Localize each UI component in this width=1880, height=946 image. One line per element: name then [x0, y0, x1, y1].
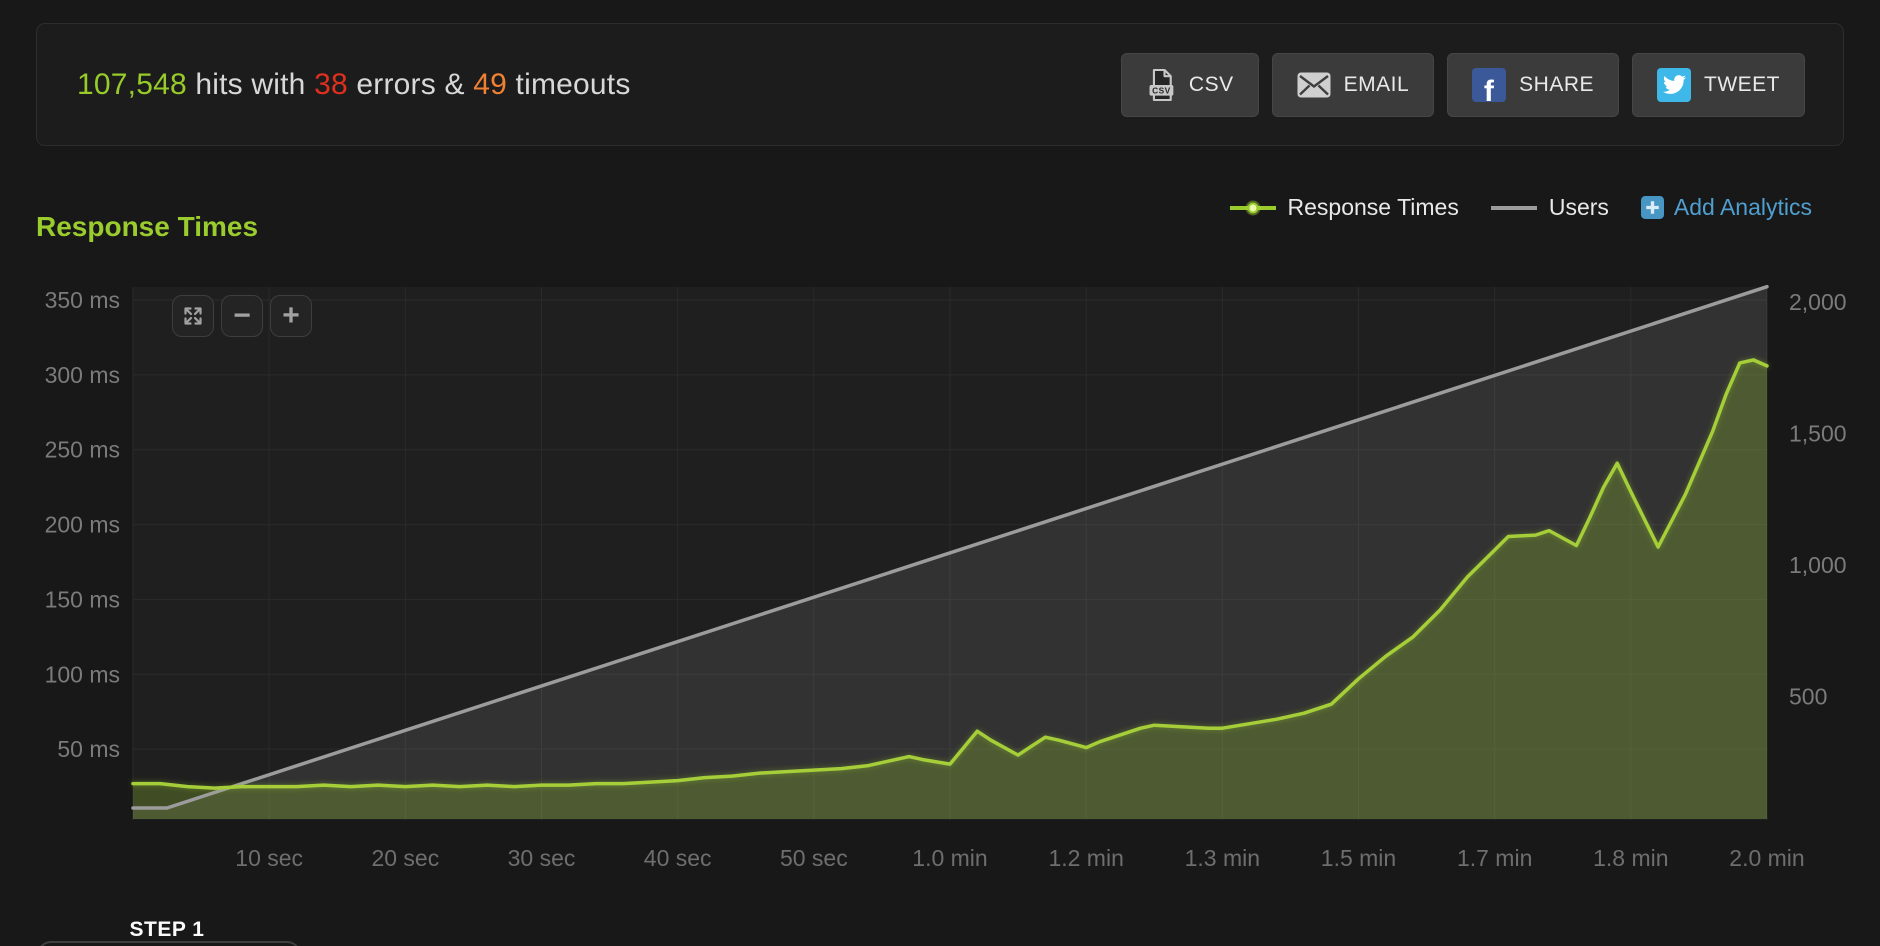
timeouts-label: timeouts [507, 67, 631, 101]
x-axis-tick-label: 50 sec [780, 845, 848, 871]
users-marker-icon [1490, 205, 1537, 210]
csv-file-icon: CSV [1146, 67, 1176, 103]
chart-zoom-in-button[interactable]: + [270, 295, 312, 337]
add-analytics-link[interactable]: Add Analytics [1640, 194, 1812, 221]
x-axis-tick-label: 1.3 min [1185, 845, 1260, 871]
hits-count: 107,548 [77, 67, 187, 101]
x-axis-tick-label: 1.2 min [1048, 845, 1123, 871]
legend-label: Response Times [1287, 194, 1459, 220]
email-button-label: EMAIL [1343, 72, 1410, 96]
chart-legend: Response Times Users Add Analytics [1229, 194, 1812, 221]
x-axis-tick-label: 40 sec [644, 845, 712, 871]
errors-count: 38 [314, 67, 348, 101]
y-axis-left-tick-label: 100 ms [45, 661, 120, 687]
legend-item-users[interactable]: Users [1490, 194, 1609, 221]
x-axis-tick-label: 20 sec [371, 845, 439, 871]
csv-button[interactable]: CSV CSV [1120, 52, 1259, 117]
hits-label: hits with [186, 67, 315, 101]
email-button[interactable]: EMAIL [1271, 52, 1435, 117]
export-actions: CSV CSV EMAIL f SHARE [1120, 52, 1805, 117]
tweet-button-label: TWEET [1704, 72, 1780, 96]
chart-fullscreen-button[interactable] [172, 295, 214, 337]
chart-zoom-out-button[interactable]: − [221, 295, 263, 337]
y-axis-left-tick-label: 50 ms [57, 736, 120, 762]
plus-icon [1640, 196, 1664, 219]
users-series-area [133, 286, 1767, 819]
y-axis-right-tick-label: 500 [1789, 684, 1827, 710]
response-times-series-area [133, 359, 1767, 819]
legend-item-response-times[interactable]: Response Times [1229, 194, 1459, 221]
share-button[interactable]: f SHARE [1447, 52, 1619, 117]
summary-panel: 107,548 hits with 38 errors & 49 timeout… [36, 23, 1844, 146]
users-series-line [131, 284, 1769, 810]
section-title: Response Times [36, 211, 259, 243]
email-icon [1297, 72, 1331, 98]
x-axis-tick-label: 1.0 min [912, 845, 987, 871]
expand-icon [184, 307, 202, 325]
x-axis-tick-label: 1.7 min [1457, 845, 1532, 871]
response-times-marker-icon [1229, 200, 1276, 215]
y-axis-right-tick-label: 1,500 [1789, 421, 1847, 447]
x-axis-tick-label: 10 sec [235, 845, 303, 871]
y-axis-right-tick-label: 1,000 [1789, 552, 1847, 578]
chart-toolbar: − + [172, 295, 312, 337]
y-axis-left-tick-label: 150 ms [45, 586, 120, 612]
errors-label: errors & [347, 67, 474, 101]
plus-icon: + [282, 299, 300, 332]
tweet-button[interactable]: TWEET [1632, 52, 1805, 117]
x-axis-tick-label: 30 sec [508, 845, 576, 871]
twitter-icon [1657, 67, 1691, 102]
svg-text:CSV: CSV [1152, 85, 1171, 95]
y-axis-right-tick-label: 2,000 [1789, 289, 1847, 315]
response-times-series-line [131, 358, 1769, 790]
y-axis-left-tick-label: 250 ms [45, 437, 120, 463]
x-axis-tick-label: 2.0 min [1729, 845, 1804, 871]
add-analytics-label: Add Analytics [1673, 194, 1812, 220]
timeouts-count: 49 [473, 67, 508, 101]
legend-label: Users [1548, 194, 1609, 220]
minus-icon: − [233, 299, 251, 332]
csv-button-label: CSV [1188, 72, 1234, 96]
x-axis-tick-label: 1.8 min [1593, 845, 1668, 871]
test-summary: 107,548 hits with 38 errors & 49 timeout… [77, 68, 631, 102]
facebook-icon: f [1472, 67, 1507, 102]
x-axis-tick-label: 1.5 min [1321, 845, 1396, 871]
y-axis-left-tick-label: 350 ms [45, 287, 120, 313]
step-1-legend: STEP 1 [37, 918, 297, 942]
share-button-label: SHARE [1519, 72, 1594, 96]
y-axis-left-tick-label: 200 ms [45, 512, 120, 538]
y-axis-left-tick-label: 300 ms [45, 362, 120, 388]
